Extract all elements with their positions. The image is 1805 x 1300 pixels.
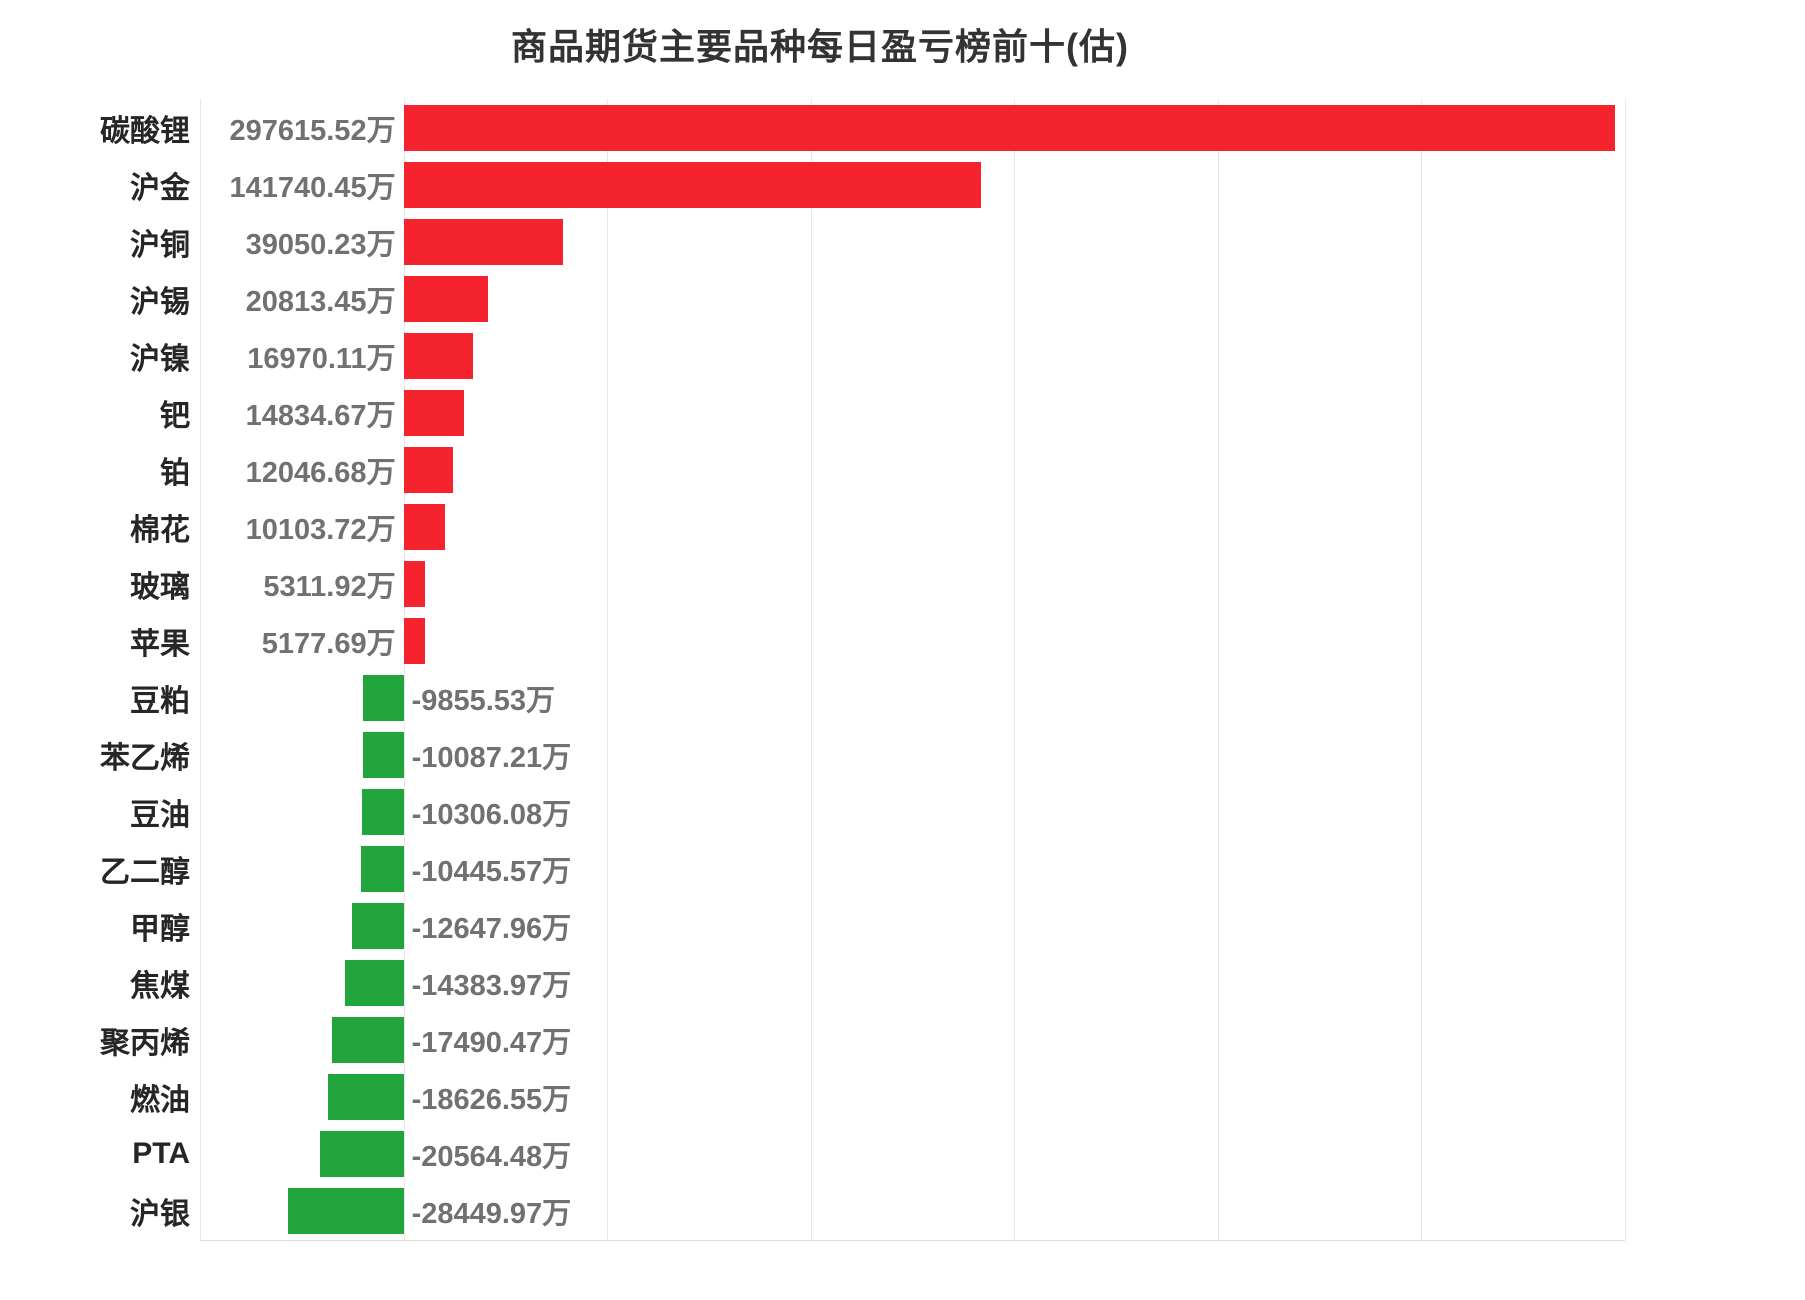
value-label: -28449.97万 [411,1198,572,1231]
value-label: -9855.53万 [411,685,556,718]
bar-negative [361,846,404,893]
category-label: 焦煤 [130,970,190,1004]
value-label: 20813.45万 [245,285,396,318]
value-label: -10445.57万 [411,856,572,889]
bar-positive [403,275,489,322]
chart-row: 豆油 -10306.08万 [0,784,1805,841]
bar-positive [403,161,981,208]
bar-negative [361,789,404,836]
value-label: -20564.48万 [411,1141,572,1174]
category-label: 钯 [160,399,190,433]
gridline [607,99,609,1240]
bar-negative [345,960,404,1007]
value-label: -14383.97万 [411,970,572,1003]
bar-positive [403,332,473,379]
category-label: 沪铜 [130,228,190,262]
bar-positive [403,218,563,265]
gridline [403,99,405,1240]
bar-positive [403,104,1616,151]
chart-row: 沪锡 20813.45万 [0,270,1805,327]
chart-row: 苯乙烯 -10087.21万 [0,727,1805,784]
value-label: -10306.08万 [411,799,572,832]
gridline [810,99,812,1240]
category-label: 铂 [160,456,190,490]
gridline [200,99,201,1240]
bar-positive [403,389,464,436]
chart-row: 焦煤 -14383.97万 [0,955,1805,1012]
chart-row: 沪铜 39050.23万 [0,213,1805,270]
bar-negative [362,732,404,779]
chart-row: 沪镍 16970.11万 [0,327,1805,384]
value-label: 16970.11万 [247,342,396,375]
value-label: 5311.92万 [263,570,396,603]
chart-row: 甲醇 -12647.96万 [0,898,1805,955]
bar-negative [363,675,404,722]
gridline [1217,99,1219,1240]
value-label: 297615.52万 [229,114,396,147]
category-label: 豆粕 [130,685,190,719]
x-axis-line [200,1240,1625,1241]
category-label: 苹果 [130,627,190,661]
plot-area [200,99,1626,1241]
chart-row: 豆粕 -9855.53万 [0,670,1805,727]
chart-row: 沪银 -28449.97万 [0,1183,1805,1240]
category-label: 甲醇 [130,913,190,947]
chart-row: 乙二醇 -10445.57万 [0,841,1805,898]
chart-row: 棉花 10103.72万 [0,498,1805,555]
value-label: -10087.21万 [411,742,572,775]
category-label: 碳酸锂 [100,114,190,148]
category-label: 沪银 [130,1198,190,1232]
category-label: 沪镍 [130,342,190,376]
value-label: 12046.68万 [245,456,396,489]
category-label: 燃油 [130,1084,190,1118]
chart-row: 沪金 141740.45万 [0,156,1805,213]
chart-row: 玻璃 5311.92万 [0,555,1805,612]
bar-negative [287,1188,404,1235]
chart-row: 铂 12046.68万 [0,441,1805,498]
category-label: 豆油 [130,799,190,833]
chart-row: 碳酸锂 297615.52万 [0,99,1805,156]
category-label: 苯乙烯 [100,742,190,776]
value-label: -17490.47万 [411,1027,572,1060]
chart-row: 苹果 5177.69万 [0,612,1805,669]
category-label: 乙二醇 [100,856,190,890]
category-label: 沪锡 [130,285,190,319]
bar-positive [403,617,425,664]
bar-negative [352,903,404,950]
value-label: 10103.72万 [245,513,396,546]
chart-row: 聚丙烯 -17490.47万 [0,1012,1805,1069]
chart-row: 钯 14834.67万 [0,384,1805,441]
bar-positive [403,560,426,607]
value-label: -12647.96万 [411,913,572,946]
bar-positive [403,446,453,493]
bar-negative [319,1131,404,1178]
category-label: 聚丙烯 [100,1027,190,1061]
chart-title: 商品期货主要品种每日盈亏榜前十(估) [511,26,1129,67]
chart-row: PTA -20564.48万 [0,1126,1805,1183]
chart-row: 燃油 -18626.55万 [0,1069,1805,1126]
bar-positive [403,503,445,550]
category-label: 棉花 [130,513,190,547]
category-label: 玻璃 [130,570,190,604]
category-label: 沪金 [130,171,190,205]
value-label: 39050.23万 [245,228,396,261]
category-label: PTA [132,1137,190,1171]
value-label: -18626.55万 [411,1084,572,1117]
gridline [1014,99,1016,1240]
value-label: 141740.45万 [229,171,396,204]
value-label: 5177.69万 [261,627,396,660]
gridline [1421,99,1423,1240]
bar-negative [332,1017,404,1064]
value-label: 14834.67万 [245,399,396,432]
gridline [1625,99,1626,1240]
bar-negative [327,1074,404,1121]
